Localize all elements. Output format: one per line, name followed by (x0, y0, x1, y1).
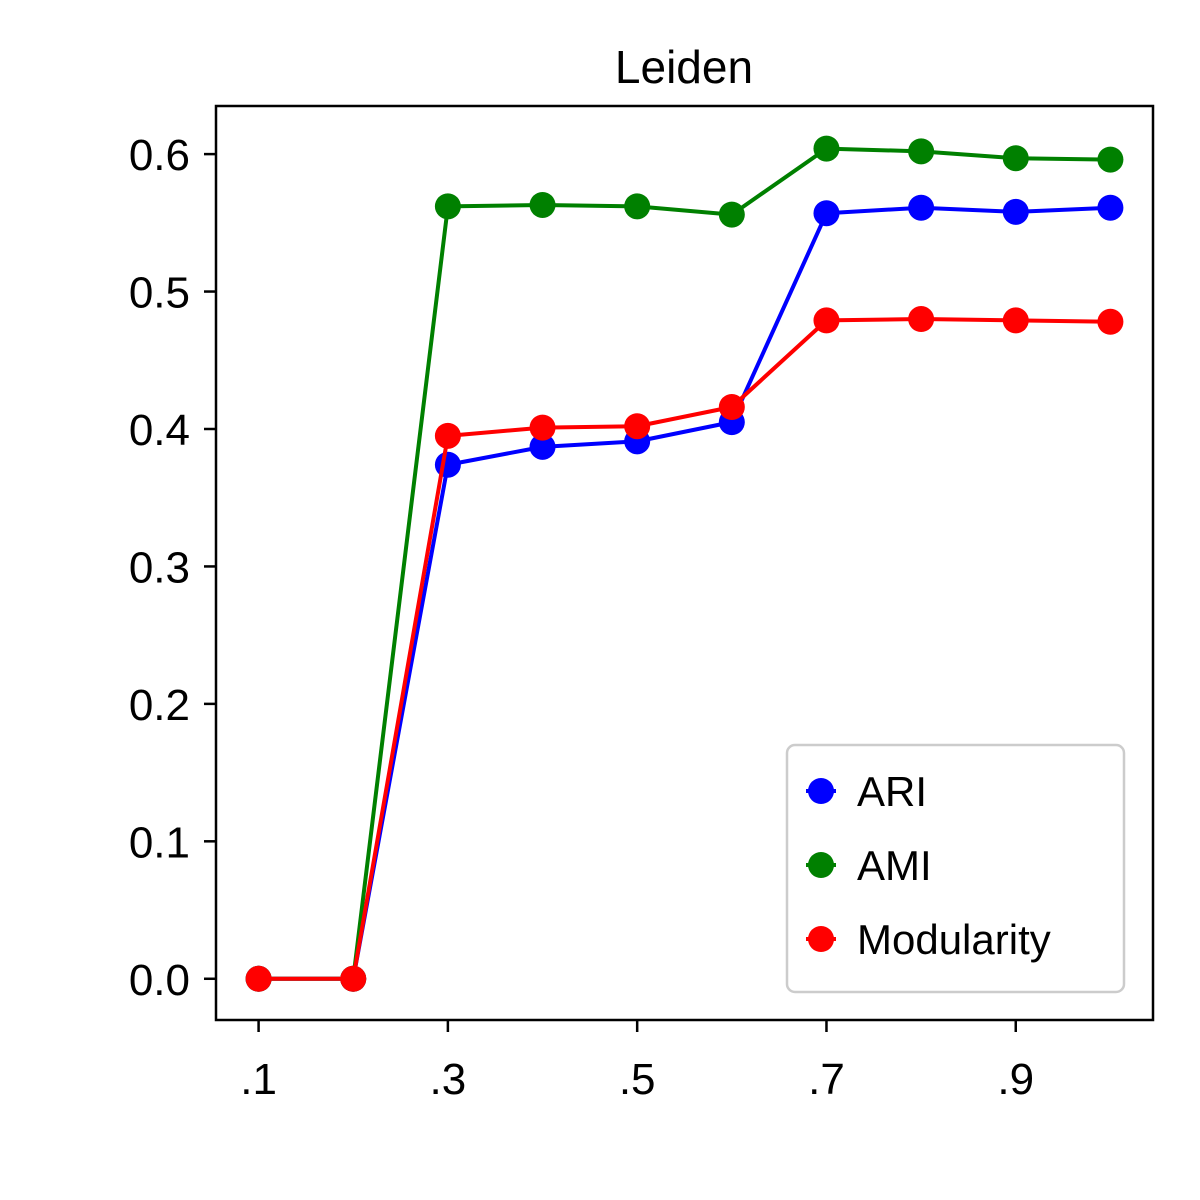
legend-marker (808, 852, 834, 878)
plot-frame (214, 104, 1155, 1022)
legend-label: ARI (857, 768, 927, 815)
data-point-ami (529, 191, 556, 218)
x-tick-label: .7 (808, 1055, 845, 1104)
data-point-modularity (718, 394, 745, 421)
data-point-ari (529, 433, 556, 460)
data-point-modularity (529, 414, 556, 441)
series-line-ari (258, 205, 1111, 981)
x-tick-label: .1 (240, 1055, 277, 1104)
y-tick-label: 0.6 (129, 131, 190, 180)
y-tick-label: 0.1 (129, 818, 190, 867)
chart-title: Leiden (615, 41, 753, 93)
data-point-ami (434, 193, 461, 220)
data-point-ari (1097, 194, 1124, 221)
legend-label: Modularity (857, 916, 1051, 963)
y-tick-label: 0.5 (129, 269, 190, 318)
legend-item-modularity: Modularity (806, 916, 1051, 963)
data-point-modularity (434, 422, 461, 449)
x-tick-label: .3 (430, 1055, 467, 1104)
data-point-ami (624, 193, 651, 220)
data-point-modularity (1002, 307, 1029, 334)
data-point-ari (434, 451, 461, 478)
legend-box (785, 743, 1126, 994)
data-point-ami (813, 135, 840, 162)
series-line-modularity (258, 317, 1111, 981)
legend: ARI AMI Modularity (785, 743, 1126, 994)
legend-marker (808, 926, 834, 952)
data-point-modularity (624, 413, 651, 440)
data-point-ari (813, 200, 840, 227)
data-point-ami (1002, 145, 1029, 172)
data-point-modularity (908, 306, 935, 333)
x-tick-label: .5 (619, 1055, 656, 1104)
data-point-ami (908, 138, 935, 165)
legend-label: AMI (857, 842, 932, 889)
data-point-ami (718, 201, 745, 228)
data-point-modularity (245, 965, 272, 992)
axis-ticks: 0.0 0.1 0.2 0.3 0.4 0.5 0.6 .1 .3 .5 .7 .9 (129, 131, 1034, 1104)
y-tick-label: 0.4 (129, 406, 190, 455)
data-point-modularity (813, 307, 840, 334)
legend-item-ari: ARI (806, 768, 927, 815)
legend-item-ami: AMI (806, 842, 932, 889)
legend-marker (808, 778, 834, 804)
y-tick-label: 0.2 (129, 681, 190, 730)
data-point-ari (908, 194, 935, 221)
data-point-modularity (340, 965, 367, 992)
series-modularity (245, 306, 1124, 992)
series-group (245, 135, 1124, 992)
data-point-ami (1097, 146, 1124, 173)
y-tick-label: 0.0 (129, 956, 190, 1005)
y-tick-label: 0.3 (129, 543, 190, 592)
series-line-ami (258, 146, 1111, 981)
x-tick-label: .9 (997, 1055, 1034, 1104)
data-point-ari (1002, 198, 1029, 225)
data-point-modularity (1097, 308, 1124, 335)
